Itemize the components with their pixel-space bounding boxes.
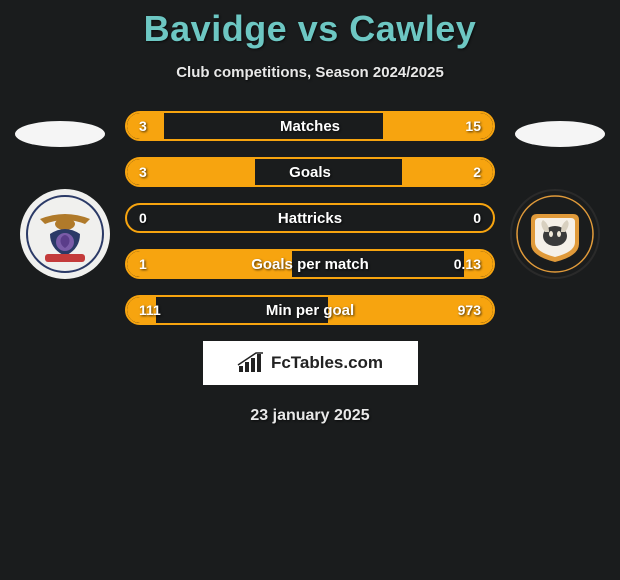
stats-area: 3 Matches 15 3 Goals 2 0 Hattricks 0 [0,111,620,425]
stat-row-goals: 3 Goals 2 [125,157,495,187]
stat-value-right: 0 [473,210,481,226]
stat-label: Min per goal [266,302,354,319]
bar-chart-icon [237,352,265,374]
stat-rows: 3 Matches 15 3 Goals 2 0 Hattricks 0 [125,111,495,325]
stat-label: Goals per match [251,256,369,273]
stat-row-matches: 3 Matches 15 [125,111,495,141]
stat-value-right: 973 [458,302,481,318]
stat-label: Hattricks [278,210,342,227]
stat-value-left: 3 [139,118,147,134]
stat-value-left: 0 [139,210,147,226]
stat-value-right: 2 [473,164,481,180]
stat-value-right: 15 [465,118,481,134]
stat-value-left: 1 [139,256,147,272]
stat-label: Goals [289,164,331,181]
crest-left-icon [25,194,105,274]
avatar-placeholder-right [515,121,605,147]
crest-right-icon [515,194,595,274]
stat-value-right: 0.13 [454,256,481,272]
footer-date: 23 january 2025 [0,407,620,425]
stat-row-goals-per-match: 1 Goals per match 0.13 [125,249,495,279]
stat-row-min-per-goal: 111 Min per goal 973 [125,295,495,325]
team-crest-right [510,189,600,279]
team-crest-left [20,189,110,279]
avatar-placeholder-left [15,121,105,147]
stat-value-left: 111 [139,302,161,318]
subtitle: Club competitions, Season 2024/2025 [0,64,620,81]
stat-value-left: 3 [139,164,147,180]
page-title: Bavidge vs Cawley [0,0,620,50]
brand-text: FcTables.com [271,353,383,373]
stat-row-hattricks: 0 Hattricks 0 [125,203,495,233]
comparison-card: Bavidge vs Cawley Club competitions, Sea… [0,0,620,425]
stat-label: Matches [280,118,340,135]
brand-badge[interactable]: FcTables.com [203,341,418,385]
